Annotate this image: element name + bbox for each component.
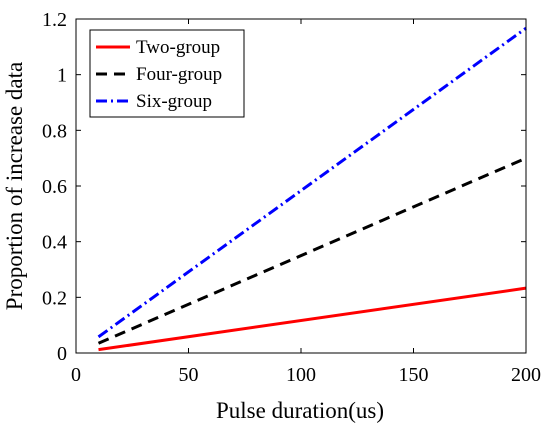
y-tick-label: 1.2 [42,9,67,31]
y-axis: 0 0.2 0.4 0.6 0.8 1 1.2 [42,9,526,365]
x-axis-label: Pulse duration(us) [216,398,384,423]
x-tick-label: 50 [179,364,199,386]
x-tick-label: 150 [399,364,429,386]
x-tick-label: 0 [71,364,81,386]
y-axis-label: Proportion of increase data [2,62,27,310]
x-tick-label: 100 [286,364,316,386]
y-tick-label: 0.6 [42,176,67,198]
y-tick-label: 0.2 [42,287,67,309]
legend-label-3: Six-group [136,91,212,112]
y-tick-label: 0.4 [42,232,67,254]
series-line-1 [98,286,527,352]
legend-label-1: Two-group [136,37,220,58]
x-axis: 0 50 100 150 200 [71,19,541,386]
legend-label-2: Four-group [136,64,222,85]
series-line-3 [97,26,527,339]
legend: Two-group Four-group Six-group [89,29,245,118]
x-tick-label: 200 [511,364,541,386]
y-tick-label: 0 [57,343,67,365]
y-tick-label: 0.8 [42,120,67,142]
y-tick-label: 1 [57,65,67,87]
series-line-2 [97,156,527,345]
